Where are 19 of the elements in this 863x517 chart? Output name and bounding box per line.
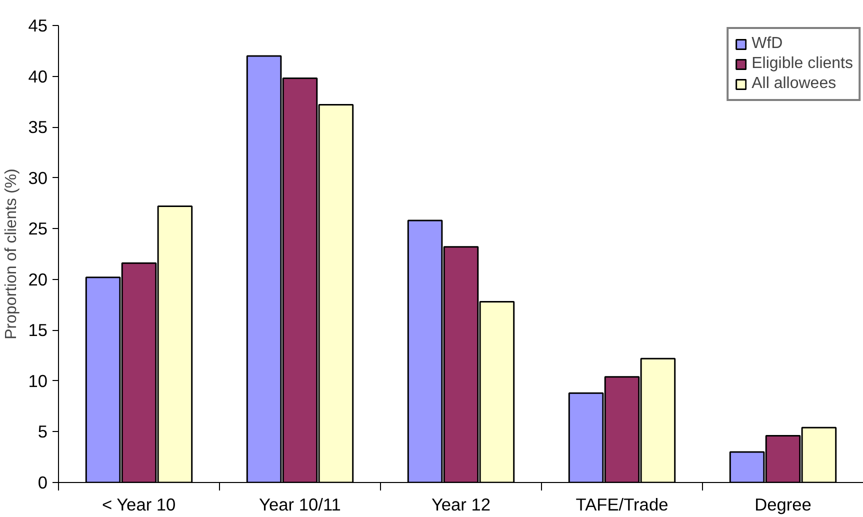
x-tick-label: Degree [754, 494, 812, 514]
y-tick-label: 35 [28, 117, 48, 138]
legend-label: All allowees [752, 75, 836, 93]
x-tick-label: TAFE/Trade [576, 494, 668, 514]
y-tick-label: 10 [28, 370, 48, 391]
y-tick-label: 25 [28, 218, 48, 239]
x-tick-label: Year 12 [431, 494, 491, 514]
y-tick-label: 15 [28, 320, 48, 340]
y-tick-label: 30 [28, 168, 48, 188]
legend-label: WfD [752, 35, 783, 53]
y-tick-label: 45 [28, 16, 48, 36]
x-tick-label: < Year 10 [102, 494, 176, 514]
x-tick-label: Year 10/11 [259, 494, 341, 514]
y-tick-label: 0 [38, 472, 48, 492]
y-tick-label: 20 [28, 269, 48, 290]
legend-label: Eligible clients [752, 55, 853, 73]
y-tick-label: 40 [28, 66, 48, 86]
y-tick-label: 5 [38, 422, 48, 442]
y-axis-title: Proportion of clients (%) [3, 168, 20, 340]
